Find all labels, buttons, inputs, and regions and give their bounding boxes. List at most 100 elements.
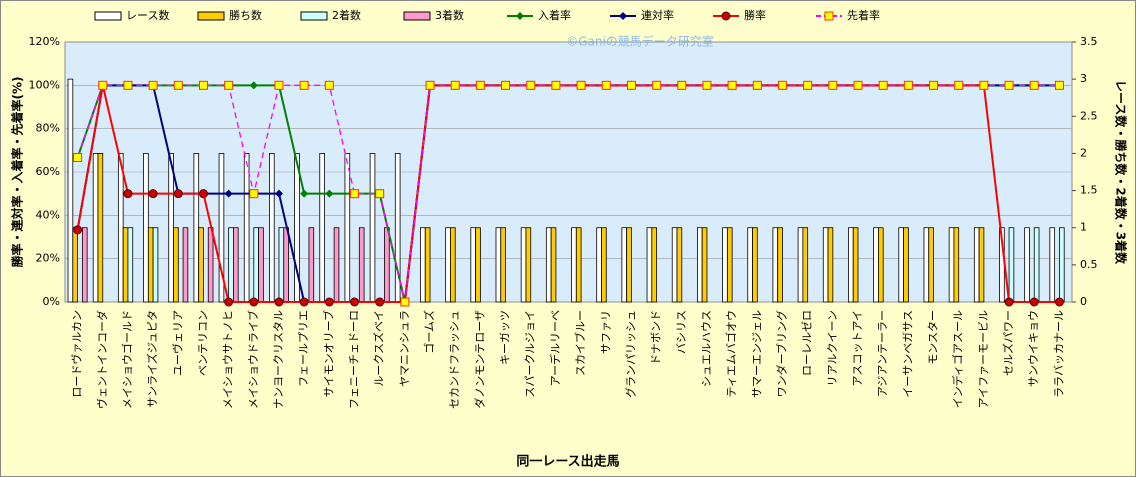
bar: [802, 227, 809, 303]
bar: [143, 153, 149, 303]
bar: [233, 227, 239, 303]
marker: [299, 297, 309, 307]
bar: [117, 153, 124, 303]
bar: [878, 227, 884, 303]
bar: [358, 227, 365, 303]
bar: [81, 227, 88, 303]
y-tick-label: 40%: [36, 208, 60, 221]
x-tick-label: サンライズジュピタ: [145, 310, 159, 408]
bar: [450, 227, 456, 303]
x-tick-label: スパークルジョイ: [524, 310, 537, 398]
bar: [621, 227, 628, 303]
bar: [253, 227, 259, 303]
marker: [375, 189, 385, 199]
bar: [495, 227, 502, 303]
bar: [928, 227, 934, 303]
marker: [249, 297, 259, 307]
bar: [797, 227, 804, 303]
marker: [98, 80, 108, 90]
bar: [520, 227, 527, 303]
legend-swatch: [94, 11, 122, 21]
y-tick-label: 20%: [36, 252, 60, 265]
y-tick-label: 80%: [36, 122, 60, 135]
y-tick-label: 60%: [36, 165, 60, 178]
x-tick-label: ベンテリコン: [196, 310, 209, 376]
x-tick-label: ヤマニンシュラ: [398, 310, 411, 387]
x-tick-label: メイショウドライブ: [246, 310, 260, 409]
marker: [148, 80, 158, 90]
bar: [676, 227, 683, 303]
x-tick-label: セカンドフラッシュ: [448, 310, 461, 409]
bar: [97, 153, 104, 303]
x-tick-label: バシリス: [675, 310, 688, 354]
x-tick-label: ナンヨークリスタル: [272, 310, 285, 409]
bar: [72, 227, 78, 303]
y2-tick-label: 3: [1080, 72, 1087, 85]
legend-label: 3着数: [435, 8, 464, 22]
bar: [333, 227, 340, 303]
bar: [722, 227, 728, 303]
bar: [1008, 227, 1015, 303]
marker: [501, 80, 511, 90]
x-tick-label: アイファーモービル: [977, 310, 990, 408]
y2-tick-label: 2: [1080, 146, 1087, 159]
bar: [369, 153, 376, 303]
x-tick-label: インディゴアスール: [951, 310, 965, 408]
marker: [249, 81, 258, 90]
bar: [67, 78, 74, 303]
marker: [73, 152, 83, 162]
marker: [727, 80, 737, 90]
y2-tick-label: 1.5: [1080, 184, 1098, 197]
x-tick-label: スカイブルー: [573, 310, 587, 376]
legend-label: レース数: [126, 9, 169, 22]
x-tick-label: ルークスズベイ: [372, 310, 386, 387]
y2-tick-label: 1: [1080, 221, 1087, 234]
marker: [325, 189, 334, 198]
marker: [828, 80, 838, 90]
legend-marker: [721, 11, 731, 21]
marker: [425, 80, 435, 90]
marker: [626, 80, 636, 90]
bar: [973, 227, 980, 303]
bar: [207, 227, 214, 303]
x-tick-label: アジアンテーラー: [876, 310, 889, 397]
x-tick-label: サマーエンジェル: [750, 310, 763, 398]
bar: [500, 227, 506, 303]
marker: [1029, 297, 1039, 307]
marker: [274, 189, 283, 198]
bar: [903, 227, 909, 303]
marker: [299, 80, 309, 90]
bar: [1049, 227, 1056, 303]
legend-label: 2着数: [332, 8, 361, 22]
bar: [545, 227, 552, 303]
bar: [92, 153, 99, 303]
bar: [601, 227, 607, 303]
x-tick-label: ワンダーブリング: [774, 310, 788, 397]
bar: [978, 227, 985, 303]
bar: [1033, 227, 1040, 303]
bar: [550, 227, 557, 303]
bar: [747, 227, 753, 303]
y2-axis-label: レース数・勝ち数・2着数・3着数: [1114, 80, 1129, 265]
legend-label: 勝ち数: [229, 8, 262, 22]
marker: [1054, 80, 1064, 90]
x-tick-label: アーデルリーベ: [548, 310, 562, 386]
y-tick-label: 0%: [43, 295, 60, 308]
bar: [445, 227, 451, 303]
x-tick-label: ダノンモンテローザ: [472, 310, 486, 408]
x-tick-label: シュエルハウス: [700, 310, 713, 387]
bar: [384, 227, 390, 303]
bar: [283, 227, 289, 303]
x-tick-label: サンウイキョウ: [1027, 310, 1040, 387]
x-tick-label: サイモンオリーブ: [321, 310, 335, 397]
marker: [148, 189, 158, 199]
x-tick-label: メイショウサトノヒ: [222, 310, 235, 409]
x-tick-label: モンスター: [927, 310, 940, 365]
bar: [218, 153, 225, 303]
bar: [822, 227, 829, 303]
bar: [308, 227, 315, 303]
marker: [979, 80, 989, 90]
bar: [182, 227, 189, 303]
